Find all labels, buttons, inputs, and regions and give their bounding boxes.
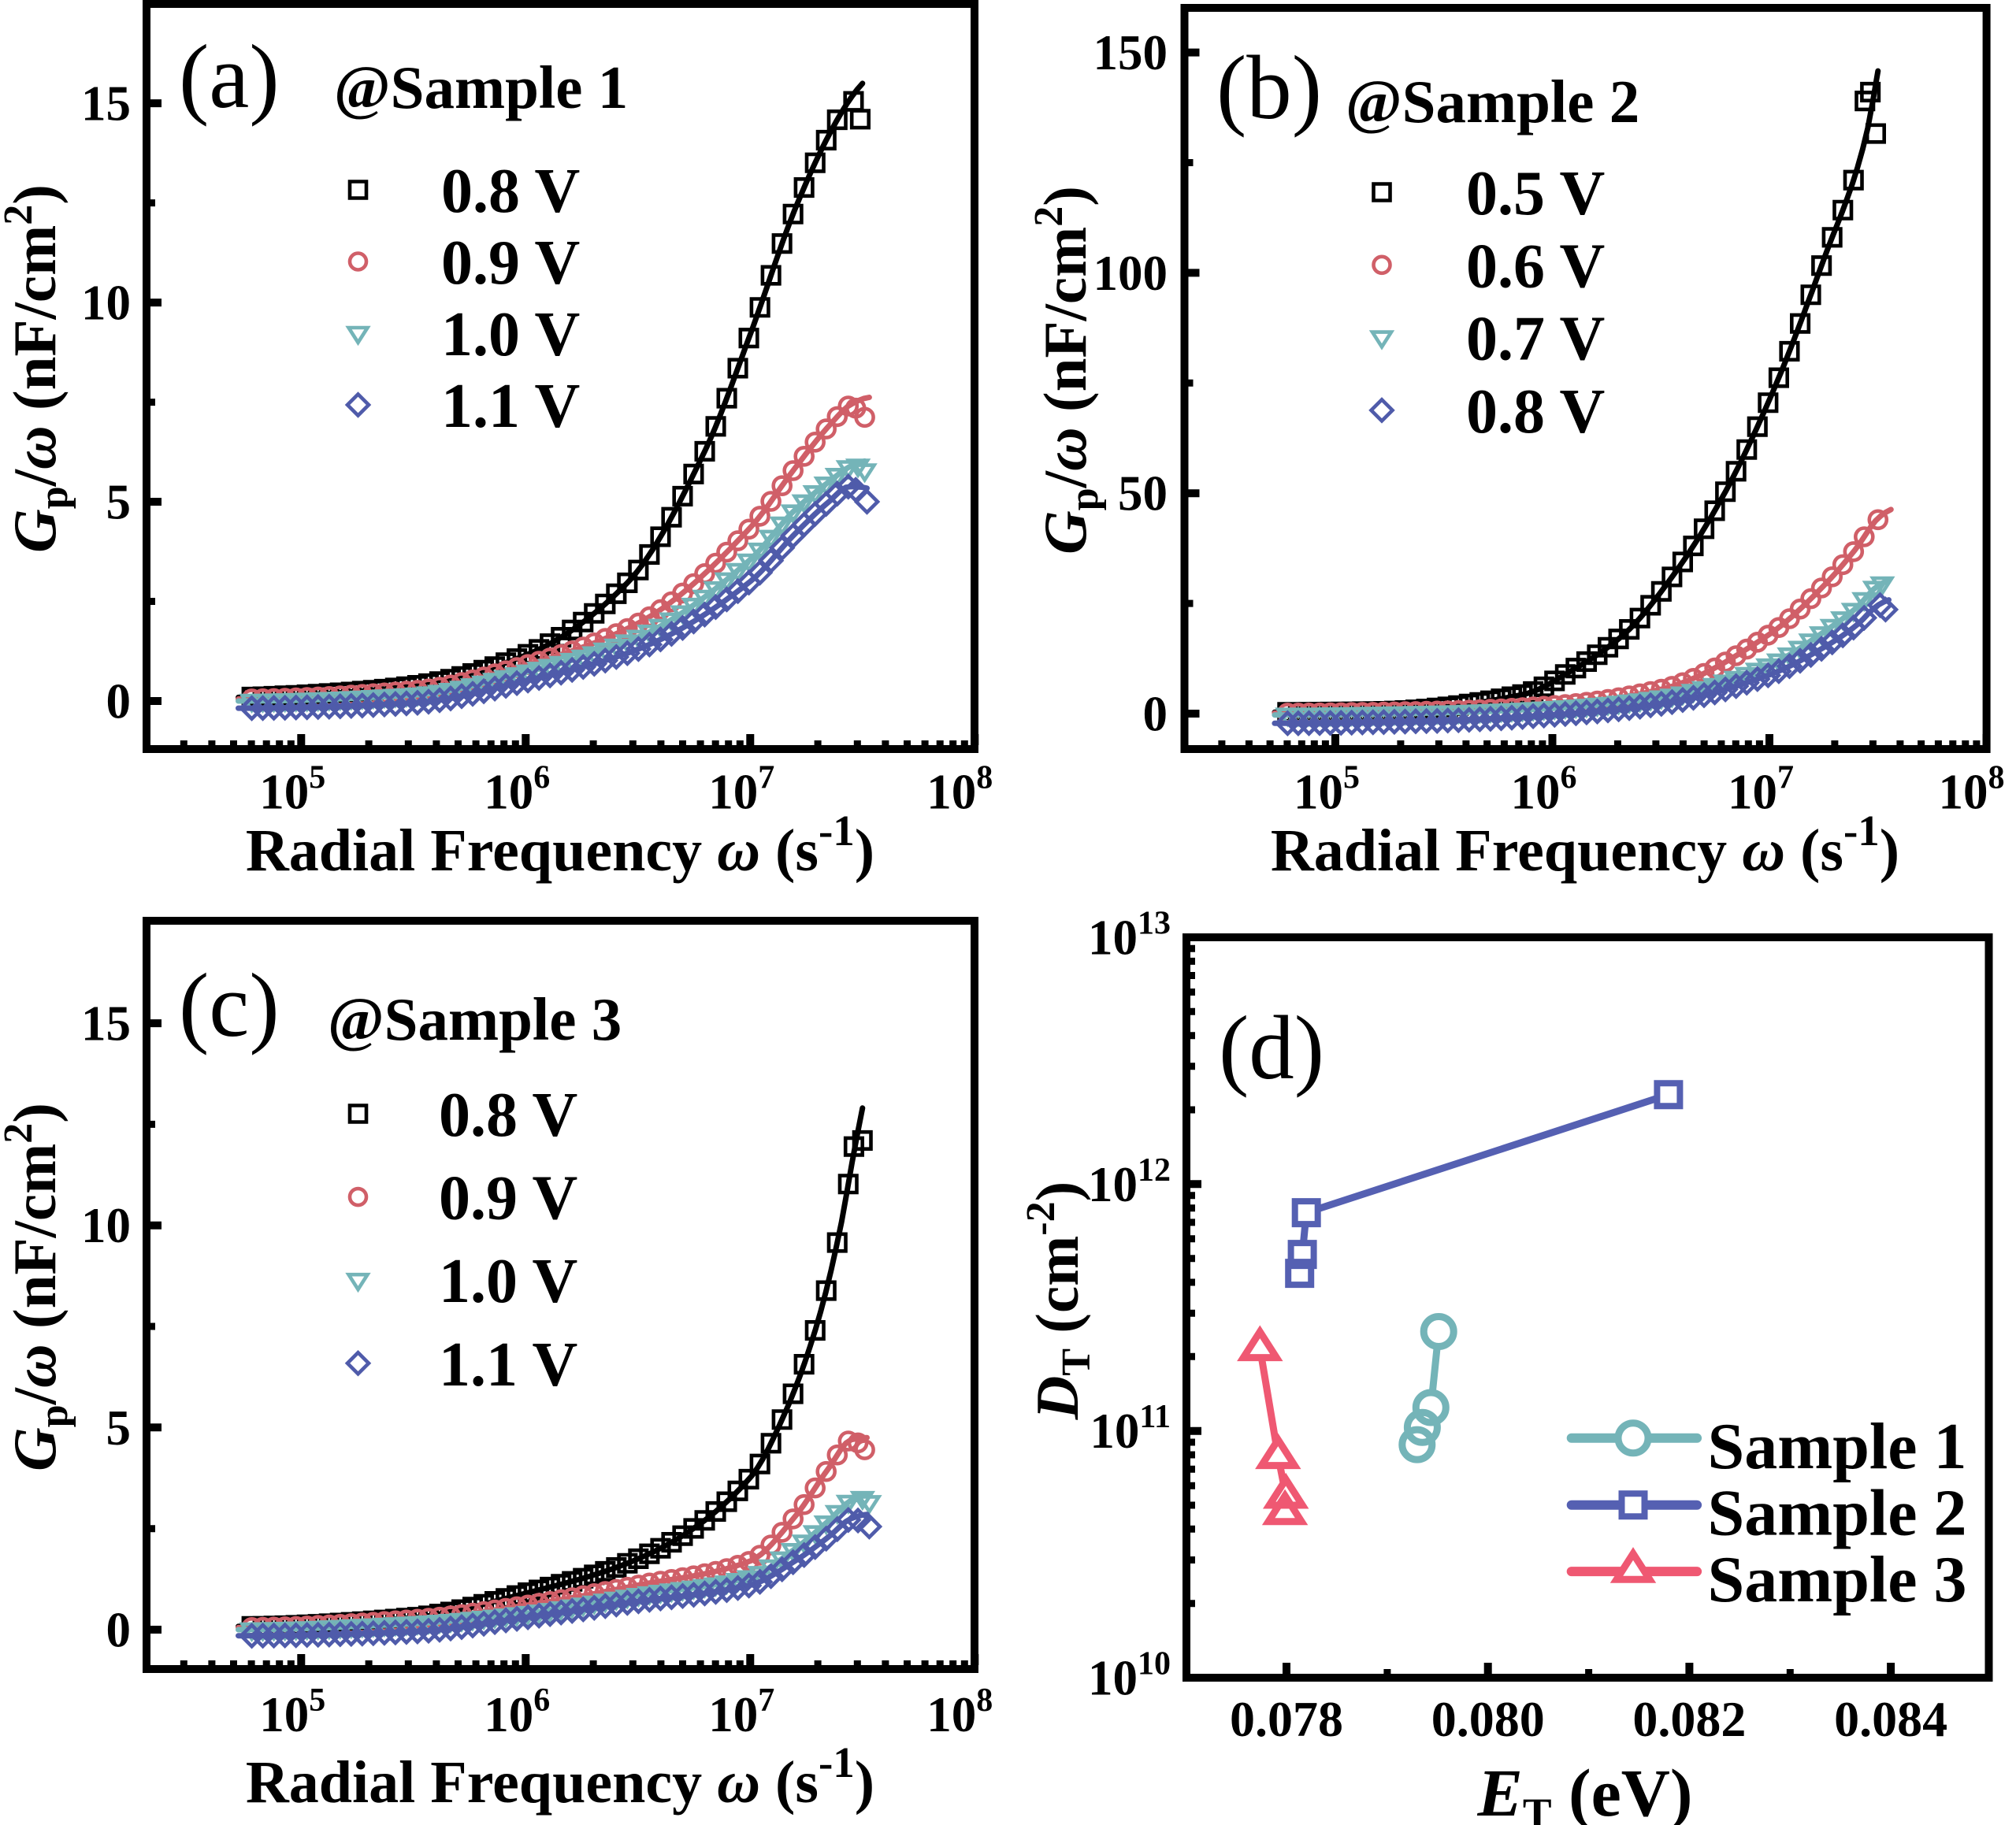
svg-text:Radial Frequency ω (s-1): Radial Frequency ω (s-1) xyxy=(1271,807,1899,884)
svg-text:1.1 V: 1.1 V xyxy=(441,372,580,441)
svg-text:15: 15 xyxy=(81,76,131,132)
svg-text:(d): (d) xyxy=(1219,998,1324,1098)
svg-text:150: 150 xyxy=(1093,25,1168,80)
svg-text:Gp/ω (nF/cm2): Gp/ω (nF/cm2) xyxy=(0,184,76,553)
svg-text:(a): (a) xyxy=(179,27,280,127)
svg-text:105: 105 xyxy=(259,760,325,820)
svg-text:1.0 V: 1.0 V xyxy=(439,1247,577,1316)
svg-text:1.0 V: 1.0 V xyxy=(441,300,580,369)
svg-text:(b): (b) xyxy=(1216,38,1322,138)
svg-text:0.8 V: 0.8 V xyxy=(441,157,580,226)
svg-text:Sample 2: Sample 2 xyxy=(1708,1477,1967,1550)
svg-text:Radial Frequency ω (s-1): Radial Frequency ω (s-1) xyxy=(246,807,874,884)
svg-text:Sample 3: Sample 3 xyxy=(1708,1543,1967,1616)
svg-text:Sample 1: Sample 1 xyxy=(1708,1410,1967,1483)
svg-text:0.080: 0.080 xyxy=(1431,1691,1545,1747)
svg-text:0.078: 0.078 xyxy=(1230,1691,1343,1747)
svg-text:0: 0 xyxy=(106,1603,132,1658)
svg-text:(c): (c) xyxy=(179,955,280,1055)
svg-text:@Sample 1: @Sample 1 xyxy=(334,54,628,121)
svg-text:@Sample 3: @Sample 3 xyxy=(328,985,622,1053)
svg-text:10: 10 xyxy=(81,275,131,330)
svg-text:0.8 V: 0.8 V xyxy=(439,1081,577,1150)
svg-text:ET (eV): ET (eV) xyxy=(1476,1755,1692,1825)
svg-text:0.8 V: 0.8 V xyxy=(1466,377,1605,447)
svg-text:106: 106 xyxy=(484,1682,550,1742)
svg-text:15: 15 xyxy=(81,996,131,1052)
svg-text:0.7 V: 0.7 V xyxy=(1466,305,1605,374)
svg-text:108: 108 xyxy=(1939,760,2005,820)
svg-text:5: 5 xyxy=(106,475,132,530)
svg-text:5: 5 xyxy=(106,1400,132,1456)
svg-text:0.9 V: 0.9 V xyxy=(439,1164,577,1233)
svg-text:0.084: 0.084 xyxy=(1834,1691,1947,1747)
svg-text:DT (cm-2): DT (cm-2) xyxy=(1019,1181,1099,1421)
svg-text:@Sample 2: @Sample 2 xyxy=(1346,68,1639,135)
svg-text:Radial Frequency ω (s-1): Radial Frequency ω (s-1) xyxy=(246,1738,874,1816)
svg-text:0.5 V: 0.5 V xyxy=(1466,159,1605,228)
svg-text:50: 50 xyxy=(1118,466,1168,521)
svg-text:10: 10 xyxy=(81,1198,131,1253)
svg-text:100: 100 xyxy=(1093,246,1168,301)
svg-text:0: 0 xyxy=(106,674,132,729)
svg-text:0.9 V: 0.9 V xyxy=(441,228,580,298)
svg-text:0.082: 0.082 xyxy=(1632,1691,1746,1747)
svg-text:Gp/ω (nF/cm2): Gp/ω (nF/cm2) xyxy=(0,1103,76,1471)
svg-text:1.1 V: 1.1 V xyxy=(439,1330,577,1400)
svg-text:Gp/ω (nF/cm2): Gp/ω (nF/cm2) xyxy=(1027,186,1107,555)
svg-text:0.6 V: 0.6 V xyxy=(1466,232,1605,301)
svg-text:0: 0 xyxy=(1143,687,1168,742)
